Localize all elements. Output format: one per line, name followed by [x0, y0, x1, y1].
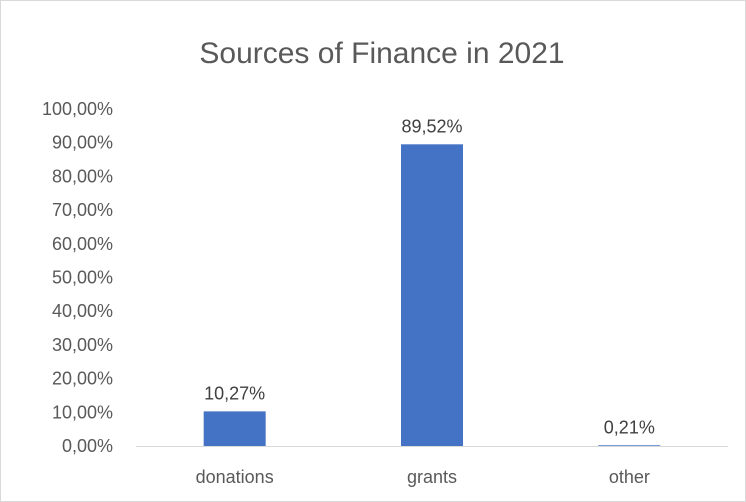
bar-donations [203, 411, 266, 446]
y-axis-tick-labels: 0,00% 10,00% 20,00% 30,00% 40,00% 50,00% 60,00… [42, 99, 113, 456]
category-label-other: other [609, 467, 650, 487]
y-tick-label: 100,00% [42, 99, 113, 119]
y-tick-label: 60,00% [52, 234, 113, 254]
data-label-donations: 10,27% [204, 383, 265, 403]
data-label-other: 0,21% [604, 417, 655, 437]
y-tick-label: 30,00% [52, 335, 113, 355]
y-tick-label: 50,00% [52, 268, 113, 288]
data-labels: 10,27% 89,52% 0,21% [204, 116, 655, 437]
y-tick-label: 20,00% [52, 369, 113, 389]
chart-title: Sources of Finance in 2021 [199, 37, 564, 70]
y-tick-label: 90,00% [52, 133, 113, 153]
bars [203, 144, 661, 446]
data-label-grants: 89,52% [401, 116, 462, 136]
y-tick-label: 0,00% [62, 436, 113, 456]
y-tick-label: 40,00% [52, 301, 113, 321]
y-tick-label: 10,00% [52, 402, 113, 422]
y-tick-label: 80,00% [52, 166, 113, 186]
bar-grants [401, 144, 463, 446]
category-label-donations: donations [196, 467, 274, 487]
y-tick-label: 70,00% [52, 200, 113, 220]
x-axis-category-labels: donations grants other [196, 467, 650, 487]
category-label-grants: grants [407, 467, 457, 487]
bar-other [598, 445, 661, 446]
